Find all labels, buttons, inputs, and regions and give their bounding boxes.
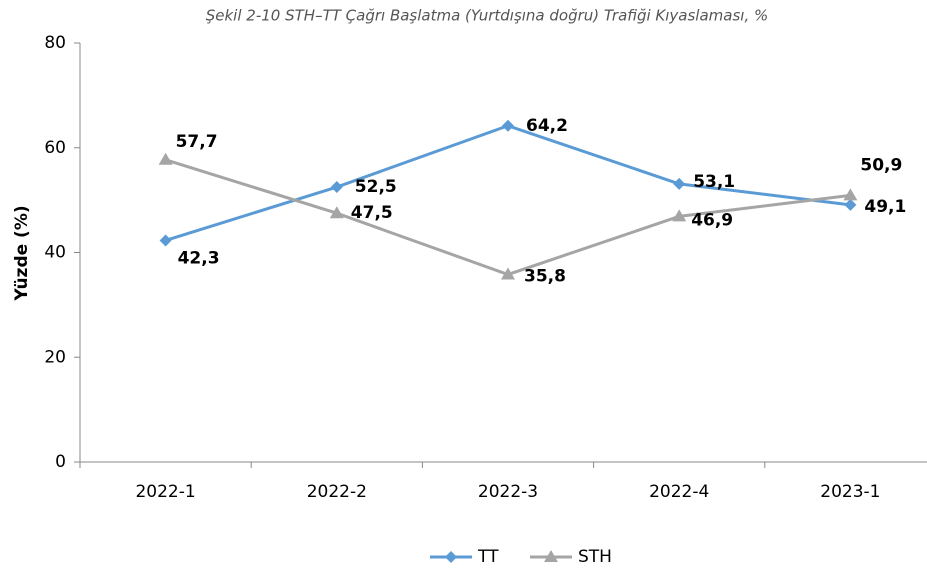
data-label: 50,9 (860, 155, 902, 175)
y-tick-label: 60 (44, 138, 66, 158)
x-tick-label: 2022-4 (649, 482, 709, 502)
legend-marker (445, 551, 457, 563)
point (501, 267, 515, 280)
data-label: 57,7 (176, 132, 218, 152)
legend-marker (544, 550, 558, 562)
x-tick-label: 2023-1 (820, 482, 880, 502)
point (844, 198, 857, 211)
data-label: 64,2 (526, 116, 568, 136)
y-tick-label: 20 (44, 347, 66, 367)
data-label: 46,9 (691, 210, 733, 230)
y-axis-label: Yüzde (%) (12, 205, 32, 301)
series-line (165, 158, 851, 277)
chart-title: Şekil 2-10 STH–TT Çağrı Başlatma (Yurtdı… (206, 7, 768, 25)
point (329, 206, 344, 219)
data-label: 47,5 (351, 203, 393, 223)
point (673, 177, 686, 190)
data-label: 35,8 (524, 266, 566, 286)
y-tick-label: 0 (55, 452, 66, 472)
data-label: 42,3 (178, 248, 220, 268)
data-label: 49,1 (864, 197, 906, 217)
data-label: 53,1 (693, 172, 735, 192)
x-tick-label: 2022-3 (478, 482, 538, 502)
point (159, 234, 172, 247)
legend-label: TT (477, 547, 499, 567)
x-tick-label: 2022-2 (307, 482, 367, 502)
data-label: 52,5 (355, 177, 397, 197)
y-tick-label: 80 (44, 33, 66, 53)
point (330, 181, 343, 194)
point (672, 209, 687, 222)
x-tick-label: 2022-1 (135, 482, 195, 502)
y-tick-label: 40 (44, 243, 66, 263)
point (158, 152, 173, 165)
point (843, 188, 858, 201)
series-line (165, 124, 851, 242)
legend-label: STH (578, 547, 612, 567)
point (502, 119, 514, 132)
